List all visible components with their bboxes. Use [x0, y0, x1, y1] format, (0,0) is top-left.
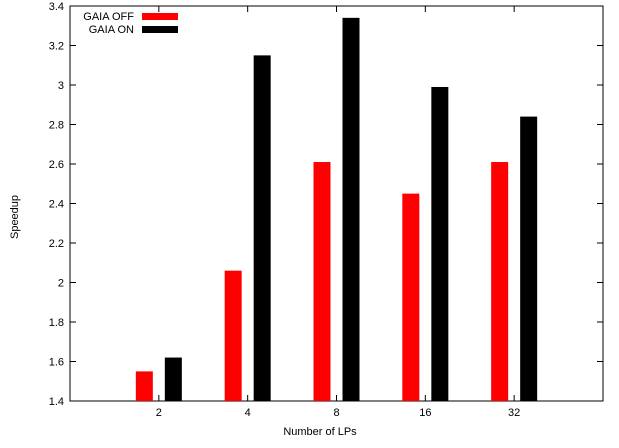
bar-gaia-on-2: [164, 357, 182, 401]
x-tick-label: 32: [508, 407, 520, 419]
legend-label: GAIA OFF: [83, 11, 134, 23]
y-tick-label: 3: [58, 80, 64, 92]
bar-gaia-on-16: [431, 86, 449, 401]
x-axis-label: Number of LPs: [283, 426, 357, 438]
y-tick-label: 1.8: [49, 317, 64, 329]
y-axis-label: Speedup: [9, 195, 21, 239]
x-tick-label: 8: [333, 407, 339, 419]
bar-gaia-off-16: [402, 193, 420, 401]
y-tick-label: 1.4: [49, 396, 64, 408]
y-axis-ticks: 1.4 1.6 1.8 2 2.2 2.4 2.6 2.8 3 3.2 3.4: [49, 1, 603, 408]
bar-gaia-on-32: [520, 116, 538, 401]
y-tick-label: 2.4: [49, 199, 64, 211]
bar-gaia-off-32: [491, 162, 509, 401]
bars: [135, 17, 538, 401]
y-tick-label: 2: [58, 278, 64, 290]
x-tick-label: 4: [245, 407, 251, 419]
y-tick-label: 2.6: [49, 159, 64, 171]
bar-gaia-off-8: [313, 162, 331, 401]
bar-gaia-on-4: [253, 55, 271, 401]
bar-gaia-off-2: [135, 371, 153, 401]
legend-swatch: [142, 13, 178, 20]
legend-swatch: [142, 26, 178, 33]
bar-gaia-off-4: [224, 270, 242, 401]
y-tick-label: 3.2: [49, 41, 64, 53]
legend-label: GAIA ON: [89, 24, 134, 36]
x-tick-label: 2: [156, 407, 162, 419]
bar-gaia-on-8: [342, 17, 360, 401]
y-tick-label: 3.4: [49, 1, 64, 13]
x-axis-ticks: 2 4 8 16 32: [156, 6, 520, 419]
y-tick-label: 1.6: [49, 357, 64, 369]
y-tick-label: 2.8: [49, 120, 64, 132]
y-tick-label: 2.2: [49, 238, 64, 250]
x-tick-label: 16: [419, 407, 431, 419]
